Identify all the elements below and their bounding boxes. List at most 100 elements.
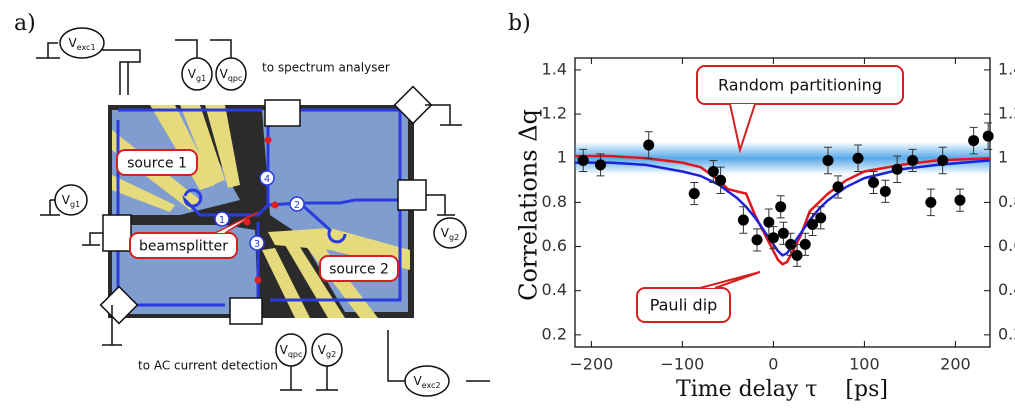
- y-tick-label: 0.8: [542, 192, 567, 211]
- data-point: [852, 152, 864, 164]
- data-point: [767, 232, 779, 244]
- voltage-label: Vg1: [62, 193, 80, 209]
- voltage-source: [181, 57, 213, 91]
- data-point: [868, 177, 880, 189]
- data-point: [925, 196, 937, 208]
- annotation-pointer: [699, 271, 761, 289]
- voltage-source: [311, 333, 343, 367]
- model-curve: [575, 159, 991, 257]
- data-point: [954, 194, 966, 206]
- y2-tick-label: 1.2: [998, 104, 1015, 123]
- x-tick-label: 100: [849, 355, 880, 374]
- x-axis-label: Time delay τ [ps]: [676, 377, 888, 402]
- voltage-symbol: V: [413, 374, 422, 388]
- x-tick-label: −100: [660, 355, 704, 374]
- x-tick-label: −200: [569, 355, 613, 374]
- data-point: [968, 135, 980, 147]
- voltage-source: [404, 365, 450, 397]
- x-tick-label: 200: [940, 355, 971, 374]
- region-box: [319, 255, 399, 282]
- data-point: [799, 238, 811, 250]
- voltage-subscript: exc1: [77, 43, 96, 52]
- y2-tick-label: 0.8: [998, 192, 1015, 211]
- voltage-subscript: exc2: [422, 381, 441, 390]
- data-point: [891, 163, 903, 175]
- voltage-source: [54, 184, 88, 216]
- region-label: source 2: [329, 262, 389, 278]
- region-box: [129, 232, 238, 259]
- path-marker: [259, 170, 275, 186]
- data-point: [594, 159, 606, 171]
- path-number: 4: [264, 174, 270, 185]
- data-point: [737, 214, 749, 226]
- voltage-subscript: qpc: [228, 74, 243, 83]
- data-point: [785, 238, 797, 250]
- data-point: [777, 227, 789, 239]
- data-point: [832, 181, 844, 193]
- y-tick-label: 1: [557, 148, 567, 167]
- y2-tick-label: 0.2: [998, 324, 1015, 343]
- path-number: 1: [219, 215, 225, 226]
- voltage-source: [215, 57, 247, 91]
- model-curve: [575, 154, 991, 266]
- data-point: [577, 154, 589, 166]
- voltage-label: Vexc2: [413, 374, 440, 390]
- caption: to AC current detection: [138, 359, 278, 373]
- voltage-subscript: g2: [449, 233, 459, 242]
- voltage-label: Vg1: [188, 67, 206, 83]
- sample-image: [36, 39, 490, 391]
- voltage-source: [433, 217, 467, 249]
- y2-tick-label: 0.6: [998, 236, 1015, 255]
- voltage-source: [59, 27, 105, 59]
- voltage-label: Vexc1: [68, 36, 95, 52]
- data-point: [815, 212, 827, 224]
- panel-label: b): [508, 11, 531, 36]
- y2-tick-label: 1: [998, 148, 1008, 167]
- voltage-symbol: V: [68, 36, 77, 50]
- voltage-subscript: g2: [326, 350, 336, 359]
- voltage-symbol: V: [220, 67, 229, 81]
- y-axis-label: Correlations Δq: [515, 109, 543, 301]
- data-point: [879, 185, 891, 197]
- region-label: beamsplitter: [139, 239, 228, 255]
- data-point: [982, 130, 994, 142]
- path-marker: [214, 211, 230, 227]
- path-number: 3: [254, 239, 260, 250]
- annotation: Random partitioning: [718, 76, 882, 95]
- panel-label: a): [14, 11, 36, 36]
- data-point: [763, 216, 775, 228]
- x-tick-label: 0: [768, 355, 778, 374]
- caption: to spectrum analyser: [262, 61, 390, 75]
- y-tick-label: 1.2: [542, 104, 567, 123]
- voltage-symbol: V: [188, 67, 197, 81]
- path-marker: [249, 235, 265, 251]
- annotation-pointer: [729, 103, 756, 154]
- data-point: [715, 174, 727, 186]
- data-point: [791, 249, 803, 261]
- voltage-symbol: V: [62, 193, 71, 207]
- data-point: [707, 165, 719, 177]
- annotation: Pauli dip: [650, 296, 718, 315]
- voltage-source: [275, 333, 307, 367]
- voltage-subscript: g1: [196, 74, 206, 83]
- data-point: [807, 218, 819, 230]
- voltage-subscript: qpc: [288, 350, 303, 359]
- data-point: [688, 188, 700, 200]
- annotation-box: [696, 65, 904, 105]
- data-point: [907, 154, 919, 166]
- y-tick-label: 1.4: [542, 59, 567, 78]
- voltage-label: Vg2: [441, 226, 459, 242]
- y2-tick-label: 0.4: [998, 280, 1015, 299]
- voltage-label: Vqpc: [280, 343, 303, 359]
- region-box: [116, 149, 198, 176]
- voltage-symbol: V: [280, 343, 289, 357]
- data-point: [751, 234, 763, 246]
- data-point: [643, 139, 655, 151]
- data-point: [822, 154, 834, 166]
- data-point: [937, 154, 949, 166]
- path-marker: [289, 196, 305, 212]
- pointer: [214, 211, 259, 234]
- y-tick-label: 0.4: [542, 280, 567, 299]
